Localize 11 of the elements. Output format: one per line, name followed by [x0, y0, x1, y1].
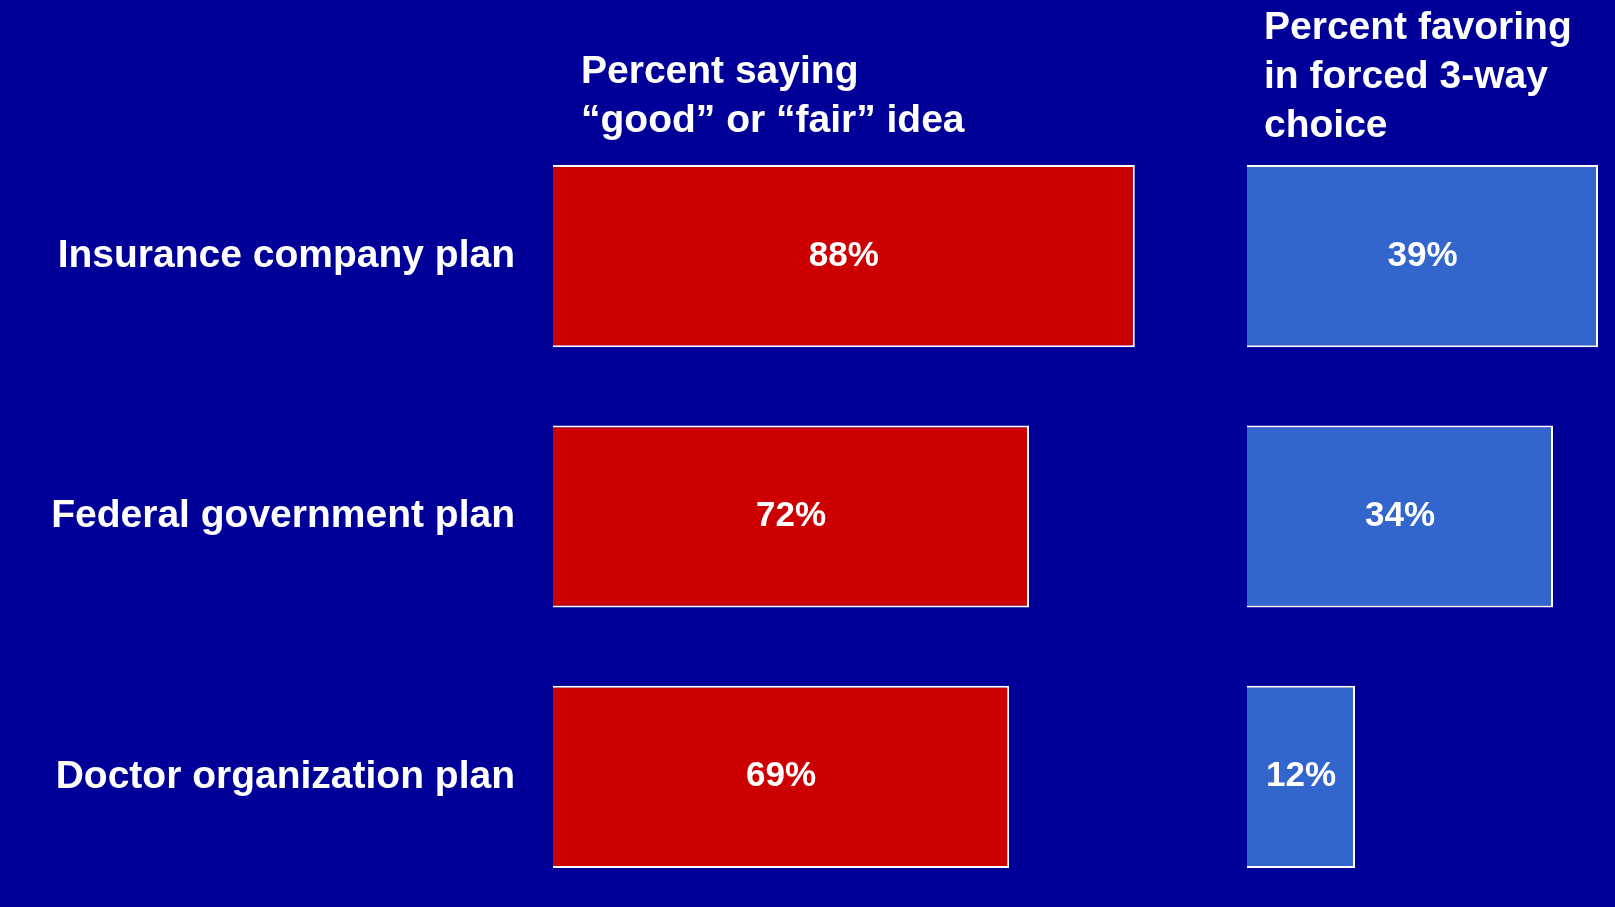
- y-tick-label: Federal government plan: [51, 492, 515, 536]
- data-label: 72%: [755, 494, 827, 534]
- data-label: 34%: [1364, 494, 1436, 534]
- data-label: 88%: [808, 233, 879, 273]
- chart-title: Percent saying “good” or “fair” idea: [581, 47, 965, 142]
- data-label: 39%: [1387, 233, 1458, 273]
- data-label: 12%: [1265, 754, 1337, 794]
- data-label: 69%: [746, 754, 817, 794]
- y-tick-label: Insurance company plan: [57, 231, 515, 275]
- chart-title: Percent favoring in forced 3-way choice: [1264, 3, 1572, 147]
- y-tick-label: Doctor organization plan: [55, 752, 515, 796]
